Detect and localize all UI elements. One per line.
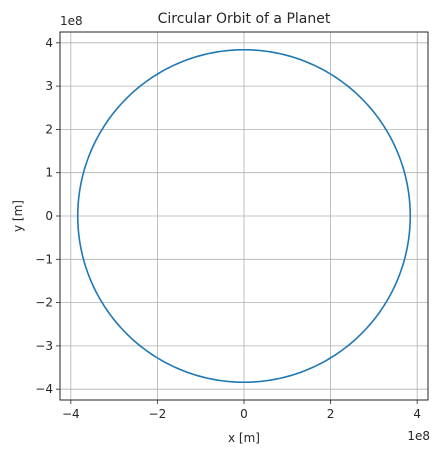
chart-title: Circular Orbit of a Planet: [158, 11, 331, 27]
y-tick-label: 4: [45, 36, 53, 50]
y-tick-label: −2: [35, 296, 53, 310]
x-tick-label: 0: [240, 407, 248, 421]
x-axis-label: x [m]: [228, 431, 260, 445]
y-offset-label: 1e8: [60, 14, 83, 28]
orbit-line: [76, 48, 412, 384]
y-tick-label: 0: [45, 209, 53, 223]
y-tick-label: 2: [45, 122, 53, 136]
grid-lines: [60, 32, 428, 400]
y-tick-label: −3: [35, 339, 53, 353]
ticks: −4 −2 0 2 4 −4 −3 −2 −1 0 1 2 3 4: [35, 36, 421, 421]
x-tick-label: −2: [149, 407, 167, 421]
plot-area: [76, 48, 412, 384]
y-axis-label: y [m]: [11, 200, 25, 232]
x-tick-label: −4: [62, 407, 80, 421]
y-tick-label: −1: [35, 252, 53, 266]
x-offset-label: 1e8: [407, 429, 430, 443]
x-tick-label: 2: [327, 407, 335, 421]
y-tick-label: 3: [45, 79, 53, 93]
y-tick-label: −4: [35, 382, 53, 396]
y-tick-label: 1: [45, 166, 53, 180]
x-tick-label: 4: [413, 407, 421, 421]
